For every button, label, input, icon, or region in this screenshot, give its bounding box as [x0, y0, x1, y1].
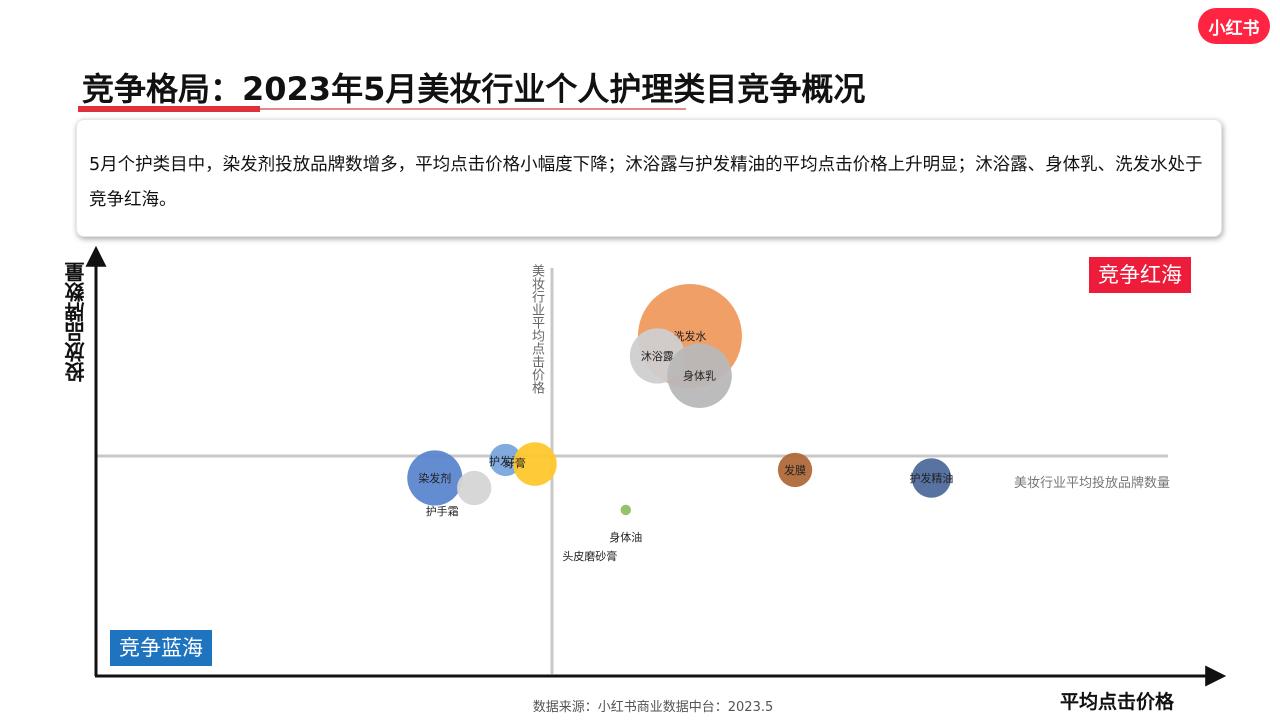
bubble-label: 护手霜 — [426, 504, 459, 518]
bubble-label: 发膜 — [784, 463, 806, 477]
x-axis-label: 平均点击价格 — [1060, 691, 1175, 713]
bubble-label: 身体油 — [609, 530, 642, 544]
y-axis-label: 投放品牌数量 — [64, 262, 88, 382]
bubble-label: 身体乳 — [683, 369, 716, 383]
bubble-6: 护手霜 — [426, 470, 492, 518]
bubble-label: 牙膏 — [504, 456, 526, 470]
data-source: 数据来源：小红书商业数据中台：2023.5 — [532, 700, 774, 715]
blue-ocean-tag: 竞争蓝海 — [110, 630, 212, 666]
bubble-label: 染发剂 — [418, 471, 451, 485]
summary-box: 5月个护类目中，染发剂投放品牌数增多，平均点击价格小幅度下降；沐浴露与护发精油的… — [76, 119, 1222, 237]
bubble-5: 染发剂 — [407, 450, 463, 506]
bubble-mark — [667, 343, 732, 408]
vertical-reference-label: 美妆行业平均点击价格 — [529, 264, 544, 394]
red-ocean-tag: 竞争红海 — [1089, 257, 1191, 293]
bubble-label: 头皮磨砂膏 — [562, 549, 617, 563]
bubble-label: 沐浴露 — [641, 350, 674, 363]
summary-text: 5月个护类目中，染发剂投放品牌数增多，平均点击价格小幅度下降；沐浴露与护发精油的… — [89, 155, 1203, 210]
bubble-2: 身体乳 — [667, 343, 732, 408]
page-title: 竞争格局：2023年5月美妆行业个人护理类目竞争概况 — [82, 70, 866, 108]
horizontal-reference-label: 美妆行业平均投放品牌数量 — [1014, 476, 1171, 491]
bubble-4: 牙膏 — [504, 442, 557, 486]
bubble-mark — [457, 470, 492, 506]
bubble-mark — [407, 450, 463, 506]
bubble-10: 头皮磨砂膏 — [562, 549, 617, 563]
bubble-label: 洗发水 — [673, 329, 706, 343]
bubble-label: 护发精油 — [909, 471, 953, 485]
title-underline — [78, 108, 686, 110]
xiaohongshu-logo: 小红书 — [1198, 8, 1270, 44]
title-underline-accent — [78, 106, 260, 112]
bubble-9: 身体油 — [609, 504, 642, 544]
bubble-mark — [777, 452, 813, 488]
bubble-mark — [513, 442, 557, 486]
bubble-7: 发膜 — [777, 452, 813, 488]
bubble-8: 护发精油 — [909, 458, 953, 498]
bubble-mark — [620, 504, 631, 516]
bubble-mark — [911, 458, 952, 498]
